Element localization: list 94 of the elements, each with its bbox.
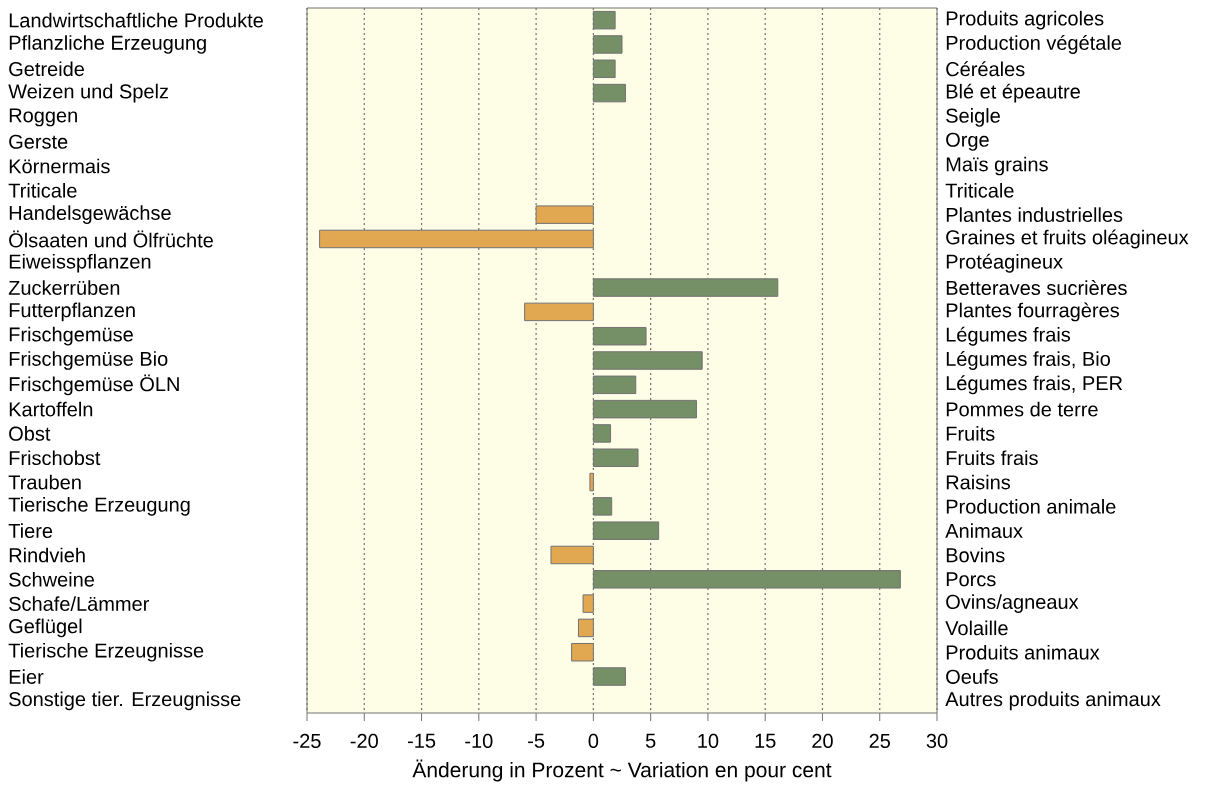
x-tick-label: -20	[350, 733, 378, 749]
y-tick-label: Ölsaaten und Ölfrüchte	[9, 230, 213, 248]
bar	[582, 594, 594, 613]
bar	[592, 448, 639, 467]
x-tick-label: -25	[293, 733, 321, 749]
y2-tick-label: Fruits frais	[946, 450, 1038, 466]
bar	[592, 278, 779, 297]
bar	[592, 59, 616, 79]
y-tick-label: Triticale	[8, 182, 77, 198]
y2-tick-label: Légumes frais	[946, 326, 1071, 346]
y-tick-label: Tierische Erzeugnisse	[8, 642, 204, 662]
y2-tick-label: Betteraves sucrières	[946, 280, 1127, 296]
y-tick-label: Tiere	[8, 523, 53, 539]
bar	[524, 302, 594, 322]
y2-tick-label: Volaille	[945, 620, 1008, 636]
y-tick-label: Weizen und Spelz	[8, 83, 168, 103]
y2-tick-label: Oeufs	[946, 669, 998, 684]
y2-tick-label: Fruits	[946, 426, 995, 441]
bar	[592, 521, 660, 540]
bar	[592, 83, 626, 103]
bar	[592, 10, 616, 30]
bar	[589, 472, 594, 492]
y2-tick-label: Bovins	[946, 547, 1005, 563]
bar	[571, 642, 594, 662]
y-tick-label: Frischgemüse Bio	[9, 351, 168, 370]
y2-tick-label: Plantes industrielles	[946, 207, 1123, 222]
x-tick-label: 25	[869, 733, 891, 749]
y2-tick-label: Produits agricoles	[946, 10, 1104, 30]
bar	[319, 229, 594, 249]
y2-tick-label: Triticale	[945, 182, 1014, 198]
bar	[592, 326, 647, 346]
bar	[577, 618, 594, 638]
x-tick-label: -5	[528, 733, 545, 748]
y2-tick-label: Pommes de terre	[946, 401, 1098, 417]
y2-tick-label: Blé et épeautre	[946, 83, 1080, 103]
y2-tick-label: Production animale	[946, 499, 1116, 514]
bar	[592, 351, 703, 370]
y-tick-label: Schweine	[9, 571, 95, 587]
bar	[592, 424, 612, 443]
y2-tick-label: Raisins	[946, 474, 1011, 490]
x-tick-label: 5	[645, 733, 656, 748]
x-axis-title: Änderung in Prozent ~ Variation en pour cent	[412, 759, 832, 782]
y-tick-label: Tierische Erzeugung	[8, 497, 190, 516]
y2-tick-label: Porcs	[946, 572, 996, 587]
y-tick-label: Frischgemüse	[9, 326, 133, 346]
x-tick-label: 20	[812, 733, 833, 749]
bar	[592, 375, 637, 395]
x-tick-label: 0	[588, 733, 599, 749]
y-tick-label: Pflanzliche Erzeugung	[9, 35, 206, 54]
y2-tick-label: Animaux	[945, 523, 1023, 539]
y2-tick-label: Maïs grains	[946, 156, 1048, 176]
bar	[592, 570, 901, 589]
x-tick-label: -15	[407, 733, 436, 748]
y-tick-label: Trauben	[8, 474, 81, 490]
y2-tick-label: Céréales	[946, 61, 1025, 77]
y-tick-label: Rindvieh	[9, 547, 85, 563]
y-tick-label: Handelsgewächse	[9, 205, 171, 224]
y-tick-label: Frischobst	[9, 450, 101, 466]
bar	[592, 667, 626, 686]
y2-tick-label: Légumes frais, PER	[946, 375, 1123, 395]
y2-tick-label: Autres produits animaux	[945, 691, 1161, 711]
y2-tick-label: Plantes fourragères	[946, 302, 1119, 322]
y-tick-label: Schafe/Lämmer	[9, 596, 150, 611]
x-tick-label: -10	[465, 733, 493, 749]
y-tick-label: Futterpflanzen	[9, 302, 135, 322]
y-tick-label: Obst	[9, 426, 51, 441]
y-tick-label: Zuckerrüben	[8, 280, 120, 295]
y2-tick-label: Seigle	[946, 108, 1000, 127]
y-tick-label: Roggen	[9, 108, 77, 127]
y-tick-label: Eiweisspflanzen	[9, 253, 151, 273]
y-tick-label: Geflügel	[9, 618, 82, 638]
bar	[592, 497, 613, 516]
y2-tick-label: Produits animaux	[946, 644, 1100, 660]
y-tick-label: Sonstige tier. Erzeugnisse	[9, 691, 241, 711]
y-tick-label: Landwirtschaftliche Produkte	[9, 12, 263, 28]
y-tick-label: Kartoffeln	[9, 401, 93, 417]
bar	[535, 205, 594, 224]
y-tick-label: Gerste	[9, 134, 68, 149]
y2-tick-label: Légumes frais, Bio	[946, 351, 1110, 370]
y2-tick-label: Production végétale	[946, 35, 1122, 54]
y2-tick-label: Orge	[946, 132, 989, 151]
y-tick-label: Körnermais	[9, 158, 110, 174]
x-tick-label: 30	[926, 733, 948, 749]
bar	[550, 545, 594, 565]
y-tick-label: Getreide	[9, 61, 85, 77]
y2-tick-label: Ovins/agneaux	[946, 594, 1079, 613]
y-tick-label: Eier	[9, 669, 44, 684]
y2-tick-label: Graines et fruits oléagineux	[946, 229, 1189, 249]
x-tick-label: 15	[755, 733, 776, 748]
bar	[592, 399, 697, 419]
y2-tick-label: Protéagineux	[946, 253, 1063, 273]
y-tick-label: Frischgemüse ÖLN	[9, 374, 179, 396]
bar	[592, 35, 623, 54]
x-tick-label: 10	[698, 733, 719, 749]
